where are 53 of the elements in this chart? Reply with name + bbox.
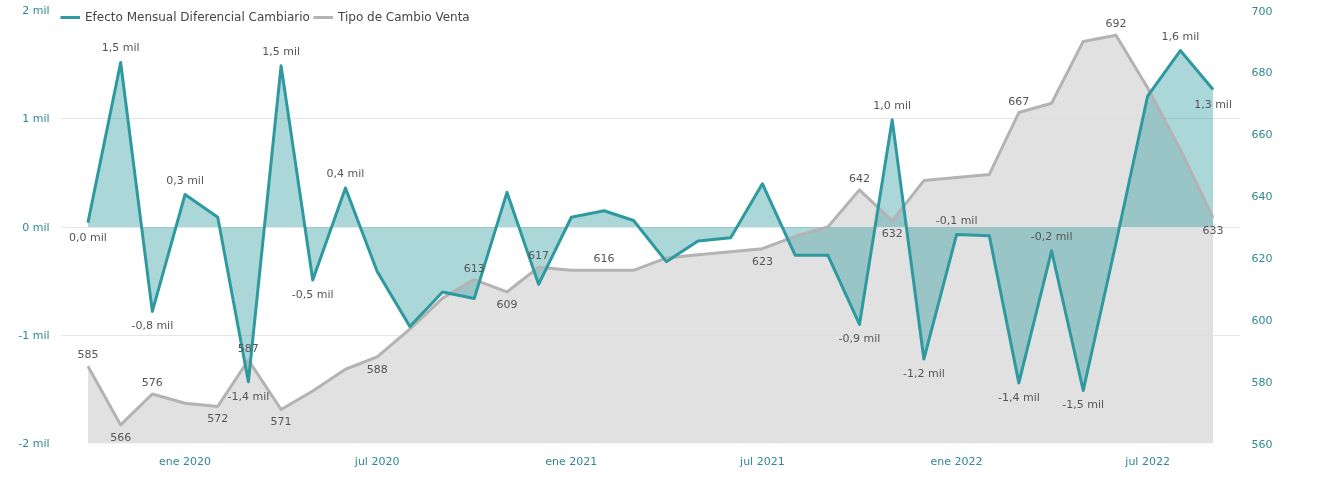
legend-label: Tipo de Cambio Venta <box>337 10 470 24</box>
data-label: -1,4 mil <box>997 390 1040 404</box>
data-label: -0,5 mil <box>291 288 334 302</box>
data-label: -0,2 mil <box>1030 229 1073 243</box>
data-label: 588 <box>366 362 388 376</box>
y2-tick-label: 680 <box>1251 66 1273 80</box>
y-tick-label: 1 mil <box>22 112 50 126</box>
x-tick-label: jul 2022 <box>1124 454 1170 468</box>
data-label: -1,5 mil <box>1062 398 1105 412</box>
x-tick-label: ene 2020 <box>159 454 212 468</box>
y-tick-label: -1 mil <box>18 328 50 342</box>
x-tick-label: ene 2021 <box>545 454 598 468</box>
data-label: -0,1 mil <box>935 213 978 227</box>
data-label: -1,2 mil <box>902 367 945 381</box>
y2-tick-label: 640 <box>1251 190 1273 204</box>
y2-tick-label: 620 <box>1251 251 1273 265</box>
y2-tick-label: 560 <box>1251 437 1273 451</box>
data-label: 576 <box>141 376 163 390</box>
y2-tick-label: 580 <box>1251 375 1273 389</box>
y-tick-label: 2 mil <box>22 4 50 17</box>
data-label: 642 <box>848 171 870 185</box>
data-label: 1,5 mil <box>101 41 140 55</box>
data-label: 1,0 mil <box>873 98 912 112</box>
data-label: 1,6 mil <box>1161 29 1200 43</box>
data-label: 632 <box>881 226 903 240</box>
data-label: -0,9 mil <box>838 332 881 346</box>
data-label: 587 <box>237 341 259 355</box>
data-label: 572 <box>207 412 229 426</box>
data-label: -1,4 mil <box>227 389 270 403</box>
data-label: 633 <box>1202 223 1224 237</box>
data-label: 0,3 mil <box>166 173 204 187</box>
data-label: 616 <box>593 252 615 266</box>
data-label: 1,5 mil <box>262 44 301 58</box>
y2-tick-label: 700 <box>1251 4 1273 18</box>
x-tick-label: jul 2021 <box>739 454 785 468</box>
y-tick-label: 0 mil <box>22 220 50 234</box>
data-label: 0,4 mil <box>326 167 365 181</box>
data-label: 571 <box>270 415 292 429</box>
data-label: -0,8 mil <box>131 319 174 333</box>
legend-label: Efecto Mensual Diferencial Cambiario <box>85 10 310 24</box>
x-tick-label: ene 2022 <box>930 454 983 468</box>
data-label: 0,0 mil <box>69 230 107 244</box>
x-tick-label: jul 2020 <box>353 454 400 468</box>
data-label: 566 <box>110 430 132 444</box>
data-label: 1,3 mil <box>1194 97 1232 111</box>
data-label: 667 <box>1008 94 1030 108</box>
data-label: 692 <box>1105 17 1127 31</box>
data-label: 623 <box>751 254 773 268</box>
y2-tick-label: 660 <box>1251 128 1273 142</box>
data-label: 585 <box>77 348 99 362</box>
data-label: 609 <box>496 297 518 311</box>
y2-tick-label: 600 <box>1251 313 1273 327</box>
y-tick-label: -2 mil <box>18 437 50 450</box>
